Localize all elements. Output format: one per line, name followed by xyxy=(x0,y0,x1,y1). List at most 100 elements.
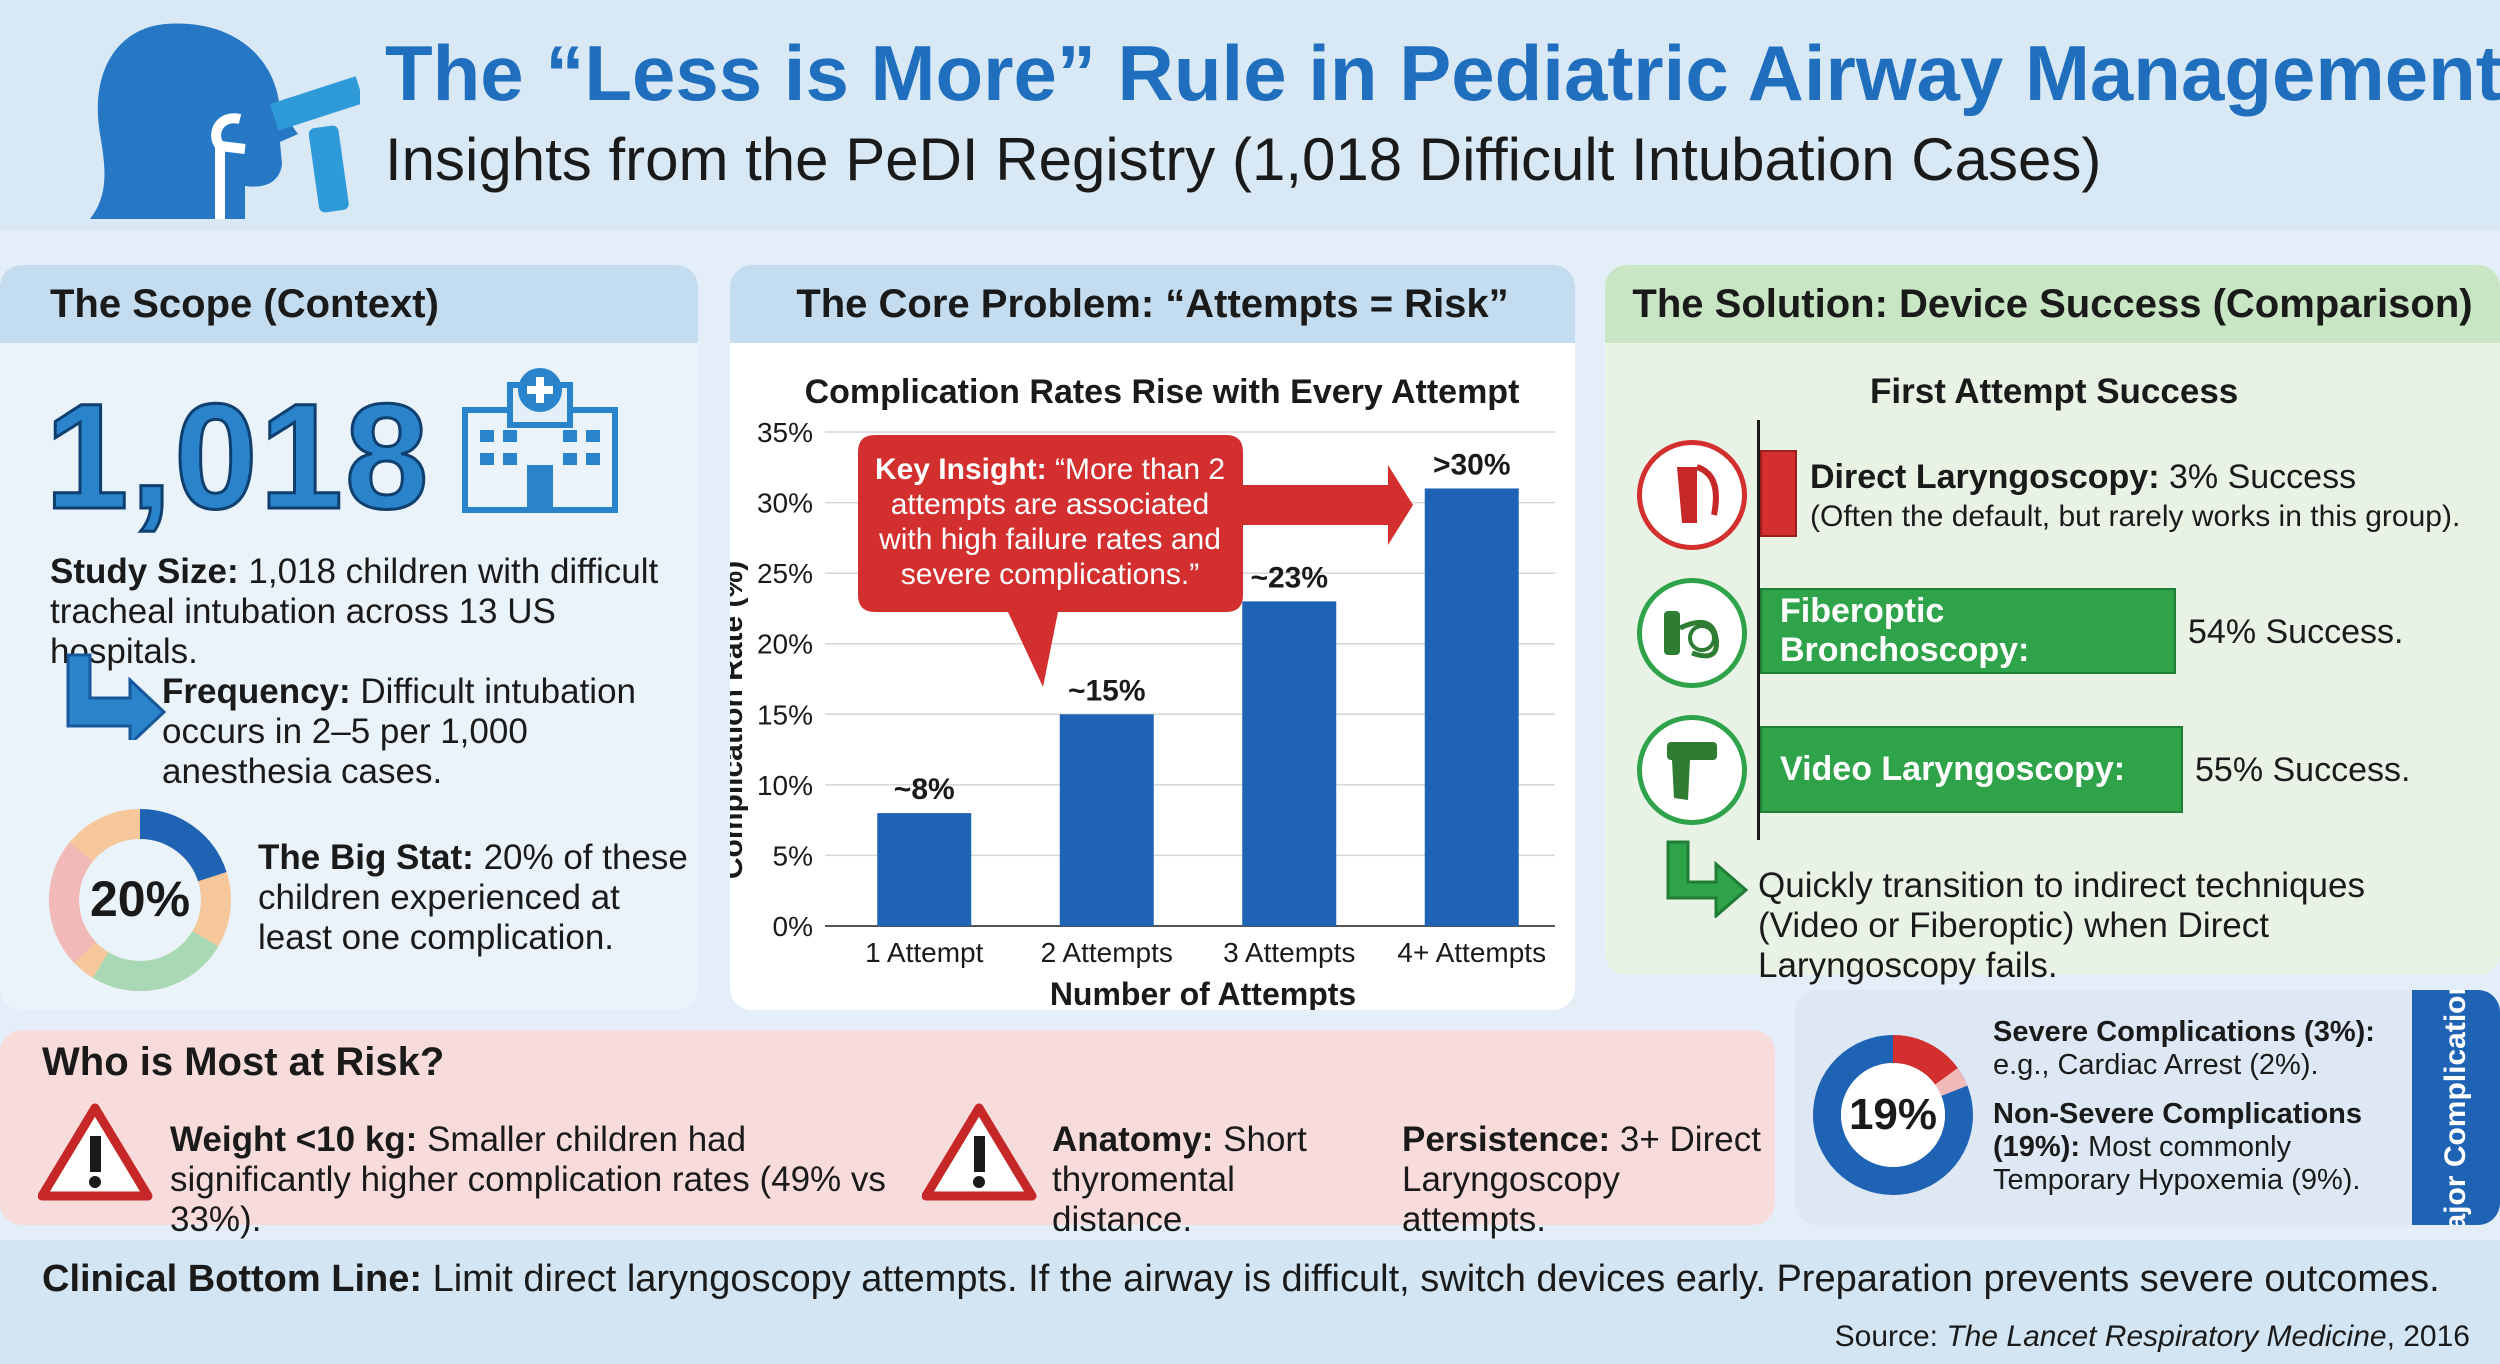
source-journal: The Lancet Respiratory Medicine xyxy=(1946,1320,2387,1353)
bottom-line-label: Clinical Bottom Line: xyxy=(42,1258,422,1300)
y-tick-label: 10% xyxy=(757,770,813,801)
warning-icon xyxy=(922,1103,1037,1201)
bottom-line-band xyxy=(0,1240,2500,1364)
key-insight-text: Key Insight: “More than 2 attempts are a… xyxy=(870,452,1230,592)
bigstat-desc: 20% of these children experienced at lea… xyxy=(258,838,688,957)
complication-donut: 20% xyxy=(49,809,231,991)
bottom-line-text: Clinical Bottom Line: Limit direct laryn… xyxy=(42,1258,2440,1301)
major-donut-value: 19% xyxy=(1849,1090,1937,1139)
bar-data-label: ~8% xyxy=(894,773,955,806)
bar-1 xyxy=(877,813,972,926)
y-tick-label: 30% xyxy=(757,488,813,519)
risk-persistence-label: Persistence: xyxy=(1402,1120,1611,1159)
scope-panel: The Scope (Context) xyxy=(0,265,698,1010)
hospital-icon xyxy=(462,368,618,513)
risk-panel xyxy=(0,1030,1775,1225)
source-year: , 2016 xyxy=(2386,1320,2470,1353)
bigstat-label: The Big Stat: xyxy=(258,838,474,877)
study-size-desc: 1,018 children with difficult tracheal i… xyxy=(50,552,659,671)
key-insight-label: Key Insight: xyxy=(874,453,1047,486)
video-laryngoscopy-success: 55% Success. xyxy=(2195,751,2411,789)
x-tick-label: 3 Attempts xyxy=(1223,937,1355,968)
y-axis-label: Complication Rate (%) xyxy=(730,561,749,879)
y-tick-label: 20% xyxy=(757,629,813,660)
severe-label: Severe Complications (3%): xyxy=(1993,1016,2375,1048)
y-tick-label: 5% xyxy=(773,840,813,871)
source-citation: Source: The Lancet Respiratory Medicine,… xyxy=(1835,1320,2470,1354)
study-size-label: Study Size: xyxy=(50,552,239,591)
bar-4 xyxy=(1424,488,1519,926)
direct-laryngoscopy-line: Direct Laryngoscopy: 3% Success xyxy=(1810,457,2356,497)
risk-persistence-text: Persistence: 3+ Direct Laryngoscopy atte… xyxy=(1402,1120,1762,1240)
risk-anatomy-desc: Short thyromental distance. xyxy=(1052,1120,1307,1239)
major-complications-donut: 19% xyxy=(1813,1035,1973,1195)
risk-heading: Who is Most at Risk? xyxy=(42,1040,445,1084)
study-size-text: Study Size: 1,018 children with difficul… xyxy=(50,552,690,672)
direct-laryngoscopy-success: 3% Success xyxy=(2168,458,2357,496)
video-laryngoscopy-bar: Video Laryngoscopy: xyxy=(1760,726,2184,813)
bottom-line-desc: Limit direct laryngoscopy attempts. If t… xyxy=(432,1258,2440,1300)
frequency-desc: Difficult intubation occurs in 2–5 per 1… xyxy=(162,672,637,791)
nonsevere-complications-text: Non-Severe Complications (19%): Most com… xyxy=(1993,1098,2373,1197)
risk-weight-text: Weight <10 kg: Smaller children had sign… xyxy=(170,1120,910,1240)
y-tick-label: 25% xyxy=(757,558,813,589)
direct-laryngoscopy-bar xyxy=(1760,450,1798,537)
x-axis-label: Number of Attempts xyxy=(1050,976,1356,1010)
video-laryngoscope-icon xyxy=(1637,715,1747,825)
airway-head-icon xyxy=(90,23,360,219)
x-tick-label: 1 Attempt xyxy=(865,937,984,968)
bar-data-label: ~15% xyxy=(1068,674,1146,707)
nonsevere-desc: Most commonly Temporary Hypoxemia (9%). xyxy=(1993,1131,2361,1196)
bar-3 xyxy=(1242,601,1337,926)
frequency-text: Frequency: Difficult intubation occurs i… xyxy=(162,672,682,792)
video-laryngoscopy-name: Video Laryngoscopy: xyxy=(1780,750,2126,788)
severe-desc: e.g., Cardiac Arrest (2%). xyxy=(1993,1049,2319,1081)
donut-segment-green xyxy=(49,809,231,991)
key-insight-callout xyxy=(858,435,1413,687)
fiberoptic-bronchoscopy-success: 54% Success. xyxy=(2188,613,2404,651)
solution-heading: The Solution: Device Success (Comparison… xyxy=(1605,265,2500,343)
arrow-down-right-icon xyxy=(66,653,167,740)
page-subtitle: Insights from the PeDI Registry (1,018 D… xyxy=(385,126,2102,193)
warning-icon xyxy=(38,1103,153,1201)
problem-heading: The Core Problem: “Attempts = Risk” xyxy=(730,265,1575,343)
x-tick-label: 4+ Attempts xyxy=(1397,937,1546,968)
header-band xyxy=(0,0,2500,230)
scope-heading: The Scope (Context) xyxy=(0,265,698,343)
y-tick-label: 35% xyxy=(757,417,813,448)
solution-chart-title: First Attempt Success xyxy=(1870,372,2239,411)
risk-weight-label: Weight <10 kg: xyxy=(170,1120,418,1159)
nonsevere-label: Non-Severe Complications (19%): xyxy=(1993,1098,2363,1163)
risk-anatomy-text: Anatomy: Short thyromental distance. xyxy=(1052,1120,1372,1240)
major-complications-label: Major Complications xyxy=(2439,990,2472,1225)
direct-laryngoscope-icon xyxy=(1637,440,1747,550)
donut-segment-pink xyxy=(49,809,231,991)
bigstat-text: The Big Stat: 20% of these children expe… xyxy=(258,838,688,958)
bar-data-label: >30% xyxy=(1433,448,1511,481)
direct-laryngoscopy-note: (Often the default, but rarely works in … xyxy=(1810,500,2461,533)
direct-laryngoscopy-name: Direct Laryngoscopy: xyxy=(1810,458,2160,496)
risk-anatomy-label: Anatomy: xyxy=(1052,1120,1214,1159)
frequency-label: Frequency: xyxy=(162,672,351,711)
bar-2 xyxy=(1059,714,1154,926)
y-tick-label: 15% xyxy=(757,699,813,730)
source-prefix: Source: xyxy=(1834,1320,1939,1353)
donut-value: 20% xyxy=(90,871,190,927)
donut-arc-severe xyxy=(1813,1035,1973,1195)
study-size-number: 1,018 xyxy=(43,371,431,542)
solution-tip: Quickly transition to indirect technique… xyxy=(1758,866,2365,985)
chart-title: Complication Rates Rise with Every Attem… xyxy=(805,373,1520,411)
fiberoptic-bronchoscope-icon xyxy=(1637,578,1747,688)
donut-arc-20pct xyxy=(49,809,231,991)
attempts-bar-chart: Complication Rates Rise with Every Attem… xyxy=(730,373,1555,1010)
risk-persistence-desc: 3+ Direct Laryngoscopy attempts. xyxy=(1402,1120,1761,1239)
fiberoptic-bronchoscopy-name: Fiberoptic Bronchoscopy: xyxy=(1780,592,2030,669)
severe-complications-text: Severe Complications (3%): e.g., Cardiac… xyxy=(1993,1016,2403,1082)
page-title: The “Less is More” Rule in Pediatric Air… xyxy=(385,29,2500,117)
risk-weight-desc: Smaller children had significantly highe… xyxy=(170,1120,886,1239)
bar-data-label: ~23% xyxy=(1250,561,1328,594)
fiberoptic-bronchoscopy-bar: Fiberoptic Bronchoscopy: xyxy=(1760,588,2176,674)
key-insight-quote: “More than 2 attempts are associated wit… xyxy=(879,453,1226,591)
x-tick-label: 2 Attempts xyxy=(1041,937,1173,968)
solution-axis-line xyxy=(1757,420,1760,840)
